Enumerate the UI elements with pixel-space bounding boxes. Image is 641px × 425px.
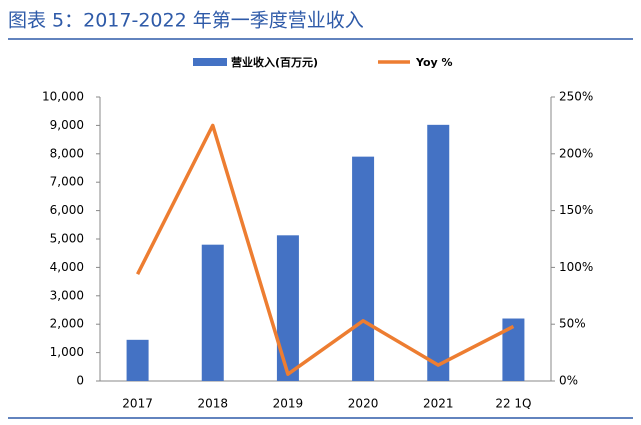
bar bbox=[276, 235, 299, 381]
bar bbox=[352, 156, 375, 381]
y-tick-label: 8,000 bbox=[50, 146, 84, 160]
legend-label: Yoy % bbox=[415, 56, 453, 69]
x-tick-label: 2020 bbox=[348, 397, 379, 411]
y2-tick-label: 200% bbox=[559, 146, 593, 160]
x-tick-label: 2017 bbox=[122, 397, 153, 411]
y-tick-label: 1,000 bbox=[50, 345, 84, 359]
bar bbox=[126, 339, 149, 381]
bar bbox=[502, 318, 525, 381]
x-tick-label: 2019 bbox=[273, 397, 304, 411]
y2-tick-label: 250% bbox=[559, 90, 593, 104]
legend-swatch bbox=[193, 58, 227, 66]
x-tick-label: 2021 bbox=[423, 397, 454, 411]
y-tick-label: 2,000 bbox=[50, 317, 84, 331]
line bbox=[136, 123, 515, 376]
y-tick-label: 4,000 bbox=[50, 260, 84, 274]
legend-label: 营业收入(百万元) bbox=[231, 55, 318, 69]
y-tick-label: 6,000 bbox=[50, 203, 84, 217]
y2-tick-label: 100% bbox=[559, 260, 593, 274]
y2-tick-label: 0% bbox=[559, 374, 578, 388]
chart-title: 图表 5：2017-2022 年第一季度营业收入 bbox=[8, 10, 364, 32]
y-tick-label: 0 bbox=[76, 374, 84, 388]
bar bbox=[201, 244, 224, 381]
x-tick-label: 2018 bbox=[197, 397, 228, 411]
y-tick-label: 9,000 bbox=[50, 118, 84, 132]
y-tick-label: 3,000 bbox=[50, 288, 84, 302]
y-tick-label: 10,000 bbox=[42, 90, 84, 104]
x-tick-label: 22 1Q bbox=[495, 397, 531, 411]
y-tick-label: 5,000 bbox=[50, 232, 84, 246]
y-tick-label: 7,000 bbox=[50, 175, 84, 189]
bar bbox=[427, 124, 450, 381]
y2-tick-label: 50% bbox=[559, 317, 586, 331]
y2-tick-label: 150% bbox=[559, 203, 593, 217]
